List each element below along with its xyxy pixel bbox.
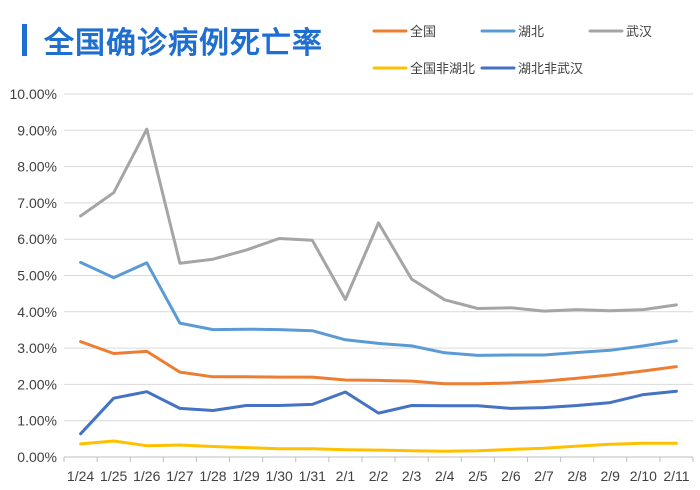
- legend-label: 武汉: [626, 25, 652, 40]
- x-tick-label: 1/27: [166, 468, 193, 484]
- series-line-0: [79, 340, 678, 386]
- x-tick-label: 1/30: [266, 468, 293, 484]
- y-tick-label: 8.00%: [17, 159, 57, 175]
- series-line-4: [79, 389, 678, 436]
- legend-label: 全国: [410, 24, 436, 40]
- title-accent-bar: [22, 24, 27, 56]
- y-tick-label: 6.00%: [17, 231, 57, 247]
- x-tick-label: 2/8: [567, 468, 587, 484]
- x-tick-label: 1/31: [299, 468, 326, 484]
- x-tick-label: 2/5: [468, 468, 488, 484]
- y-tick-label: 1.00%: [17, 413, 57, 429]
- x-tick-label: 2/3: [402, 468, 422, 484]
- x-tick-label: 2/7: [534, 468, 554, 484]
- x-tick-label: 1/25: [100, 468, 127, 484]
- x-tick-label: 1/29: [232, 468, 259, 484]
- y-tick-label: 0.00%: [17, 449, 57, 465]
- y-tick-label: 2.00%: [17, 376, 57, 392]
- x-tick-label: 2/6: [501, 468, 521, 484]
- y-tick-label: 4.00%: [17, 304, 57, 320]
- chart-title: 全国确诊病例死亡率: [44, 26, 323, 61]
- x-tick-label: 1/28: [199, 468, 226, 484]
- x-tick-label: 2/1: [336, 468, 356, 484]
- y-tick-label: 10.00%: [10, 86, 57, 102]
- legend-label: 湖北非武汉: [518, 62, 583, 77]
- legend-label: 湖北: [518, 25, 544, 40]
- y-tick-label: 7.00%: [17, 195, 57, 211]
- x-tick-label: 2/10: [630, 468, 657, 484]
- series-line-3: [79, 439, 678, 453]
- series-line-2: [79, 127, 678, 313]
- x-tick-label: 2/9: [601, 468, 621, 484]
- x-tick-label: 1/24: [67, 468, 94, 484]
- y-tick-label: 3.00%: [17, 340, 57, 356]
- series-line-1: [79, 260, 678, 357]
- x-tick-label: 2/11: [663, 468, 689, 484]
- x-tick-label: 1/26: [133, 468, 160, 484]
- y-tick-label: 5.00%: [17, 268, 57, 284]
- x-tick-label: 2/2: [369, 468, 389, 484]
- y-tick-label: 9.00%: [17, 122, 57, 138]
- x-tick-label: 2/4: [435, 468, 455, 484]
- legend-label: 全国非湖北: [410, 61, 475, 77]
